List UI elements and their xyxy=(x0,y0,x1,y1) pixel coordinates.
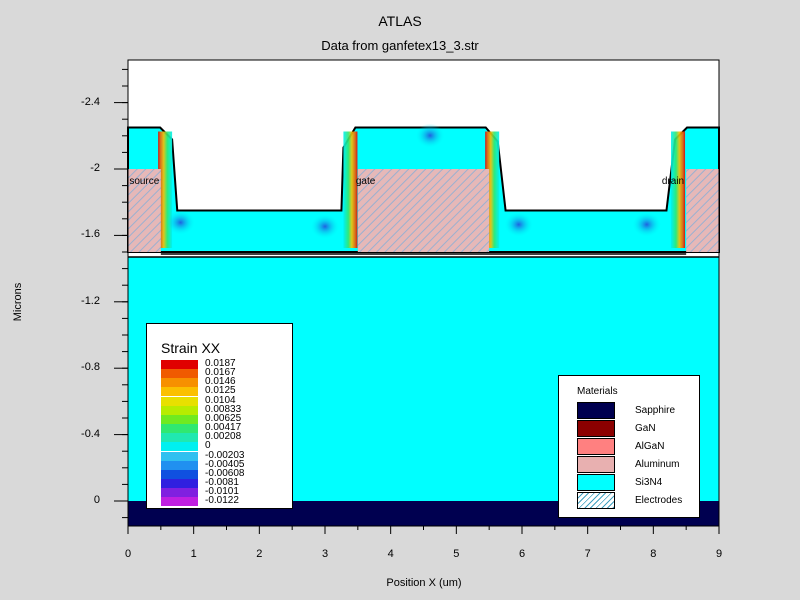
y-tick-label: 0 xyxy=(93,494,100,506)
legend-swatch xyxy=(161,497,198,507)
material-swatch xyxy=(577,420,615,437)
strain-cold-1 xyxy=(311,214,339,239)
materials-title: Materials xyxy=(577,386,618,397)
legend-value: -0.0101 xyxy=(205,486,239,498)
strain-hotspot-3 xyxy=(671,131,686,248)
legend-swatch xyxy=(161,478,198,488)
material-name: AlGaN xyxy=(635,441,665,452)
material-name: Si3N4 xyxy=(635,477,663,488)
material-swatch xyxy=(577,456,615,473)
legend-value: 0.00625 xyxy=(205,412,242,424)
legend-value: -0.00608 xyxy=(205,467,245,479)
x-tick-label: 4 xyxy=(387,548,394,560)
legend-swatch xyxy=(161,424,198,434)
x-tick-label: 9 xyxy=(715,548,723,560)
x-tick-label: 5 xyxy=(453,548,460,560)
y-tick-label: -0.8 xyxy=(81,361,100,374)
electrode-label-source: source xyxy=(129,176,160,188)
strain-cold-4 xyxy=(416,123,445,148)
chart-subtitle: Data from ganfetex13_3.str xyxy=(321,38,479,53)
legend-value: 0.00833 xyxy=(205,403,242,415)
legend-swatch xyxy=(161,433,198,443)
legend-swatch xyxy=(161,378,198,388)
x-tick-label: 6 xyxy=(518,548,526,560)
legend-value: 0.0187 xyxy=(205,358,236,369)
material-swatch xyxy=(577,492,615,509)
chart-title: ATLAS xyxy=(378,13,422,29)
legend-title: Strain XX xyxy=(161,340,221,356)
y-tick-label: -1.6 xyxy=(81,228,100,241)
legend-swatch xyxy=(161,469,198,479)
legend-value: -0.00203 xyxy=(205,449,245,461)
x-tick-label: 3 xyxy=(321,548,329,560)
legend-value: -0.0122 xyxy=(205,495,239,507)
electrode-1 xyxy=(357,169,490,252)
y-axis-label: Microns xyxy=(12,282,24,322)
legend-value: 0.00208 xyxy=(205,431,242,443)
legend-value: 0.0104 xyxy=(205,394,236,406)
y-tick-label: -1.2 xyxy=(81,294,100,307)
material-swatch xyxy=(577,438,615,455)
x-axis-label: Position X (um) xyxy=(386,577,462,589)
material-swatch xyxy=(577,474,615,491)
x-tick-label: 8 xyxy=(650,548,657,560)
material-swatch xyxy=(577,402,615,419)
electrode-0 xyxy=(128,169,161,252)
legend-swatch xyxy=(161,460,198,470)
legend-swatch xyxy=(161,396,198,406)
electrode-2 xyxy=(686,169,719,252)
legend-swatch xyxy=(161,414,198,424)
legend-swatch xyxy=(161,405,198,415)
legend-swatch xyxy=(161,387,198,397)
x-tick-label: 0 xyxy=(124,548,132,560)
legend-swatch xyxy=(161,369,198,379)
strain-cold-3 xyxy=(632,212,661,237)
material-name: Electrodes xyxy=(635,495,683,506)
strain-cold-2 xyxy=(504,212,533,237)
material-name: GaN xyxy=(635,423,656,434)
strain-cold-0 xyxy=(166,210,195,235)
legend-swatch xyxy=(161,488,198,498)
material-name: Aluminum xyxy=(635,459,680,470)
material-name: Sapphire xyxy=(635,405,676,416)
legend-swatch xyxy=(161,451,198,461)
electrode-label-gate: gate xyxy=(355,176,376,188)
legend-value: 0.0167 xyxy=(205,367,236,379)
legend-swatch xyxy=(161,360,198,369)
y-tick-label: -2 xyxy=(90,162,100,174)
x-tick-label: 2 xyxy=(256,548,263,560)
legend-swatch xyxy=(161,442,198,452)
x-tick-label: 7 xyxy=(584,548,591,560)
electrode-label-drain: drain xyxy=(661,176,685,188)
x-tick-label: 1 xyxy=(190,548,197,560)
legend-value: 0.0146 xyxy=(205,376,236,388)
y-tick-label: -0.4 xyxy=(81,427,100,440)
legend-value: -0.0081 xyxy=(205,476,239,488)
legend-value: 0.00417 xyxy=(205,422,242,434)
legend-value: 0.0125 xyxy=(205,385,236,397)
strain-hotspot-1 xyxy=(343,131,358,248)
legend-value: -0.00405 xyxy=(205,458,245,470)
strain-legend: Strain XX 0.0187 0.0167 0.0146 0.0125 0.0104… xyxy=(146,323,293,509)
y-tick-label: -2.4 xyxy=(81,95,100,108)
legend-value: 0 xyxy=(205,440,211,452)
materials-legend: Materials Sapphire GaN AlGaN Aluminum Si3N4 E… xyxy=(558,375,700,518)
